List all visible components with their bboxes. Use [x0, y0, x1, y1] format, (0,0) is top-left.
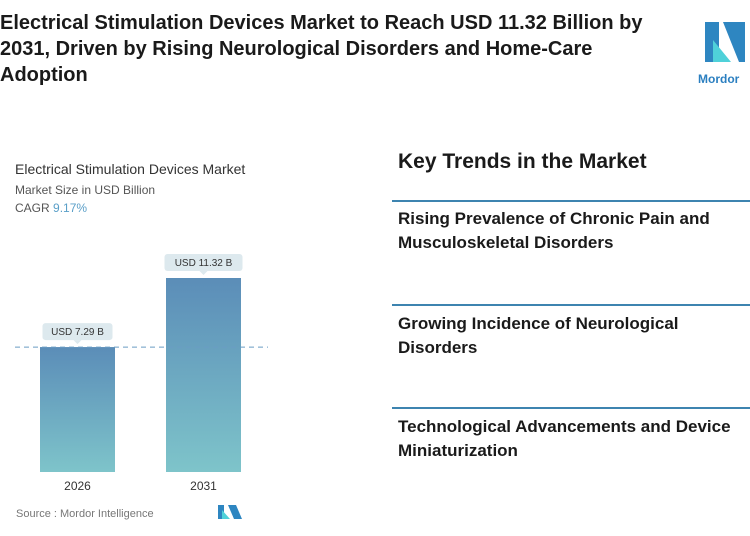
- mordor-logo-icon: [705, 22, 745, 62]
- data-label: USD 7.29 B: [51, 327, 104, 338]
- source-logo-icon: [218, 505, 242, 519]
- headline-line: Electrical Stimulation Devices Market to…: [0, 12, 643, 34]
- trend-line: Musculoskeletal Disorders: [398, 233, 614, 252]
- cagr-value: 9.17%: [53, 201, 88, 215]
- trend-line: Miniaturization: [398, 441, 518, 460]
- trend-item: Growing Incidence of Neurological Disord…: [398, 312, 743, 360]
- data-label-box: [164, 254, 243, 271]
- trend-line: Technological Advancements and Device: [398, 417, 731, 436]
- headline-line: Adoption: [0, 64, 88, 86]
- cagr-label: CAGR: [15, 201, 50, 215]
- headline-line: 2031, Driven by Rising Neurological Diso…: [0, 38, 593, 60]
- source: Source : Mordor Intelligence: [16, 508, 154, 520]
- data-label: USD 11.32 B: [175, 258, 233, 269]
- x-tick-label: 2026: [64, 479, 91, 490]
- cagr: CAGR 9.17%: [15, 201, 87, 215]
- x-tick-label: 2031: [190, 479, 217, 490]
- logo-text: Mordor: [698, 72, 740, 86]
- data-label-box: [42, 323, 113, 341]
- trend-item: Technological Advancements and Device Min…: [398, 415, 743, 463]
- trends-title: Key Trends in the Market: [398, 150, 647, 173]
- data-label-pointer: [73, 340, 82, 345]
- bar-chart: USD 7.29 B 2026 USD 11.32 B 2031: [15, 254, 268, 490]
- divider: [392, 200, 750, 202]
- bar: [166, 278, 241, 472]
- divider: [392, 407, 750, 409]
- bar: [40, 347, 115, 472]
- data-label-pointer: [199, 271, 208, 275]
- trend-line: Rising Prevalence of Chronic Pain and: [398, 209, 710, 228]
- trend-item: Rising Prevalence of Chronic Pain and Mus…: [398, 207, 743, 255]
- chart-subtitle: Market Size in USD Billion: [15, 183, 156, 197]
- chart-title: Electrical Stimulation Devices Market: [15, 161, 246, 177]
- headline: Electrical Stimulation Devices Market to…: [0, 10, 685, 88]
- divider: [392, 304, 750, 306]
- trend-line: Growing Incidence of Neurological Disord…: [398, 314, 679, 357]
